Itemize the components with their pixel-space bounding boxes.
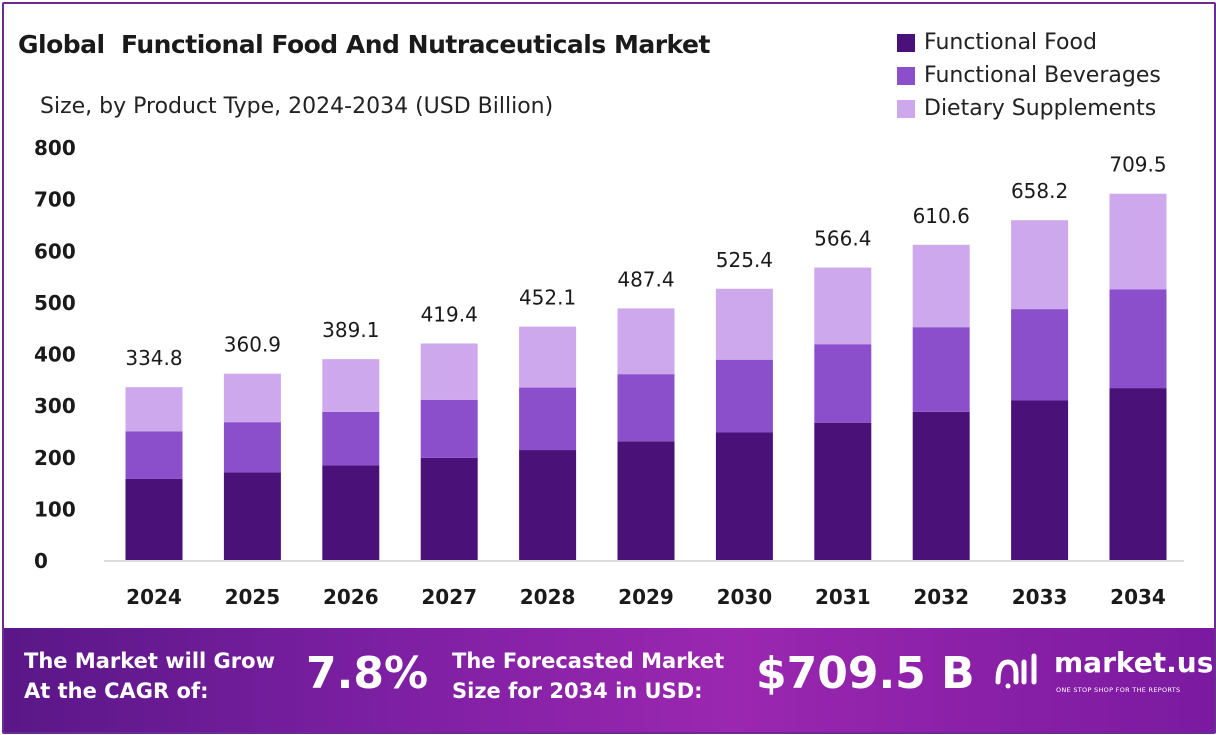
bar-segment-functional-beverages	[322, 411, 380, 466]
x-tick-label: 2025	[225, 585, 281, 609]
forecast-label-line1: The Forecasted Market	[452, 649, 725, 673]
bar-segment-dietary-supplements	[617, 308, 675, 375]
bar-segment-functional-beverages	[814, 344, 872, 423]
bar-segment-functional-beverages	[420, 399, 478, 458]
bar-segment-functional-food	[322, 465, 380, 560]
bar-segment-dietary-supplements	[1109, 193, 1167, 290]
x-tick-label: 2029	[618, 585, 674, 609]
bar-total-label: 389.1	[322, 318, 379, 342]
legend-swatch-functional-food	[897, 33, 915, 52]
legend-item-functional-food: Functional Food	[897, 26, 1161, 59]
x-tick-label: 2028	[520, 585, 576, 609]
bar-segment-dietary-supplements	[125, 387, 183, 432]
bar-total-label: 487.4	[617, 267, 674, 291]
legend-swatch-dietary-supplements	[897, 99, 915, 118]
bar-segment-functional-food	[420, 457, 478, 560]
bar-segment-functional-beverages	[1011, 309, 1069, 401]
bar-segment-functional-food	[814, 422, 872, 560]
bar-segment-functional-beverages	[125, 431, 183, 479]
x-tick-label: 2031	[815, 585, 871, 609]
bar-segment-dietary-supplements	[912, 244, 970, 328]
bar-total-label: 658.2	[1011, 179, 1068, 203]
bar-segment-dietary-supplements	[519, 326, 577, 388]
bar-segment-functional-beverages	[1109, 289, 1167, 389]
bar-segment-dietary-supplements	[1011, 220, 1069, 310]
bar-segment-dietary-supplements	[420, 343, 478, 400]
stacked-bar-chart: 0 100 200 300 400 500 600 700 800 334.8 2024 360.9 2…	[34, 136, 1184, 609]
y-tick-label: 100	[34, 497, 76, 521]
bar-segment-dietary-supplements	[814, 267, 872, 345]
legend-swatch-functional-beverages	[897, 66, 915, 85]
summary-banner: The Market will Grow At the CAGR of: 7.8…	[4, 628, 1214, 732]
bar-segment-functional-beverages	[715, 359, 773, 433]
bar-segment-functional-food	[519, 450, 577, 560]
y-tick-label: 700	[34, 188, 76, 212]
bar-total-label: 419.4	[421, 302, 478, 326]
bar-total-label: 566.4	[814, 227, 871, 251]
x-tick-label: 2032	[913, 585, 969, 609]
bar-segment-functional-food	[912, 411, 970, 560]
legend-label-dietary-supplements: Dietary Supplements	[924, 96, 1157, 121]
forecast-value: $709.5 B	[756, 648, 975, 699]
bar-segment-functional-beverages	[617, 374, 675, 442]
y-tick-label: 300	[34, 394, 76, 418]
bar-segment-functional-beverages	[519, 387, 577, 451]
bar-total-label: 525.4	[716, 248, 773, 272]
x-tick-label: 2024	[126, 585, 182, 609]
bar-segment-functional-food	[1011, 400, 1069, 560]
legend-item-dietary-supplements: Dietary Supplements	[897, 92, 1161, 125]
y-tick-label: 0	[34, 549, 48, 573]
chart-title: Global Functional Food And Nutraceutical…	[18, 30, 710, 59]
bar-segment-dietary-supplements	[715, 288, 773, 360]
y-tick-label: 600	[34, 239, 76, 263]
forecast-label-line2: Size for 2034 in USD:	[452, 679, 703, 703]
x-tick-label: 2030	[717, 585, 773, 609]
cagr-label-line1: The Market will Grow	[24, 649, 275, 673]
y-tick-label: 200	[34, 446, 76, 470]
bar-total-label: 610.6	[913, 204, 970, 228]
y-tick-label: 500	[34, 291, 76, 315]
cagr-label-line2: At the CAGR of:	[24, 679, 209, 703]
legend-label-functional-beverages: Functional Beverages	[924, 63, 1161, 88]
x-tick-label: 2026	[323, 585, 379, 609]
cagr-label: The Market will Grow At the CAGR of:	[24, 646, 275, 706]
x-tick-label: 2034	[1110, 585, 1166, 609]
bar-segment-functional-beverages	[912, 327, 970, 412]
bar-total-label: 360.9	[224, 333, 281, 357]
bar-segment-functional-food	[125, 478, 183, 560]
bar-total-label: 334.8	[125, 346, 182, 370]
bar-segment-dietary-supplements	[223, 373, 281, 423]
x-tick-label: 2033	[1012, 585, 1068, 609]
forecast-label: The Forecasted Market Size for 2034 in U…	[452, 646, 724, 706]
legend-label-functional-food: Functional Food	[924, 30, 1097, 55]
x-tick-label: 2027	[421, 585, 477, 609]
market-us-logo-icon	[995, 653, 1037, 689]
bar-segment-functional-beverages	[223, 422, 281, 473]
bar-segment-functional-food	[617, 441, 675, 560]
bar-segment-dietary-supplements	[322, 359, 380, 412]
legend-item-functional-beverages: Functional Beverages	[897, 59, 1161, 92]
bar-total-label: 709.5	[1109, 153, 1166, 177]
bar-total-label: 452.1	[519, 286, 576, 310]
bar-segment-functional-food	[715, 432, 773, 560]
bar-segment-functional-food	[1109, 388, 1167, 560]
cagr-value: 7.8%	[306, 648, 429, 699]
chart-subtitle: Size, by Product Type, 2024-2034 (USD Bi…	[40, 94, 554, 119]
logo-name: market.us	[1054, 646, 1214, 679]
logo-tagline: ONE STOP SHOP FOR THE REPORTS	[1056, 686, 1181, 694]
y-tick-label: 800	[34, 136, 76, 160]
bar-segment-functional-food	[223, 472, 281, 560]
y-tick-label: 400	[34, 343, 76, 367]
legend: Functional Food Functional Beverages Die…	[897, 26, 1161, 125]
